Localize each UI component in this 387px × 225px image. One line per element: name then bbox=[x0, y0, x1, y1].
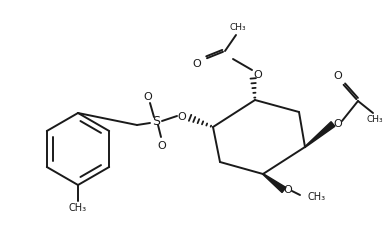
Text: O: O bbox=[144, 92, 152, 101]
Text: O: O bbox=[178, 112, 187, 122]
Text: CH₃: CH₃ bbox=[230, 23, 246, 32]
Text: O: O bbox=[334, 119, 342, 128]
Text: O: O bbox=[193, 59, 201, 69]
Text: CH₃: CH₃ bbox=[69, 202, 87, 212]
Text: CH₃: CH₃ bbox=[367, 115, 383, 124]
Text: O: O bbox=[284, 184, 292, 194]
Text: O: O bbox=[253, 70, 262, 80]
Text: O: O bbox=[334, 71, 342, 81]
Text: O: O bbox=[158, 140, 166, 150]
Polygon shape bbox=[305, 122, 335, 148]
Polygon shape bbox=[263, 174, 286, 193]
Text: CH₃: CH₃ bbox=[308, 191, 326, 201]
Text: S: S bbox=[152, 115, 160, 128]
